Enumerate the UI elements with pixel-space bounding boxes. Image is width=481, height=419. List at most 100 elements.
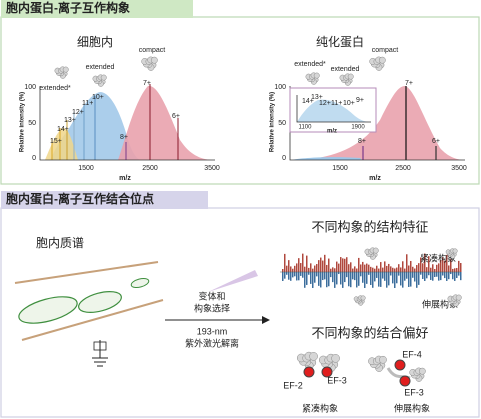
section-title: 不同构象的结合偏好 [311, 325, 428, 340]
bar [426, 272, 428, 279]
bar [398, 272, 400, 276]
axes [39, 86, 215, 161]
bar [454, 268, 456, 272]
bar [422, 263, 424, 272]
bar [302, 272, 304, 278]
bar [400, 272, 402, 286]
bar [418, 272, 420, 285]
bar [454, 272, 456, 281]
ms-label: 胞内质谱 [36, 236, 84, 250]
bar [394, 268, 396, 272]
protein-blob [309, 352, 318, 361]
ion [399, 375, 411, 387]
bar [288, 260, 290, 272]
bar [390, 272, 392, 276]
binding-label: 伸展构象 [394, 402, 430, 413]
y-tick-label: 100 [24, 84, 36, 91]
ion [303, 366, 315, 378]
bar [378, 268, 380, 272]
bar [314, 272, 316, 283]
charge-label: 13+ [64, 117, 76, 124]
bar [404, 272, 406, 281]
bar [352, 268, 354, 272]
compact-peak [118, 85, 212, 160]
arrow-head [262, 316, 270, 324]
charge-label: 7+ [405, 80, 413, 87]
bar [408, 272, 410, 287]
bar [428, 256, 430, 272]
cell [18, 296, 78, 324]
bar [450, 259, 452, 272]
protein-blob [372, 247, 379, 254]
bar [286, 272, 288, 275]
structure-label: 伸展构象 [422, 298, 458, 309]
bar [342, 258, 344, 272]
x-tick-label: 1500 [332, 165, 348, 172]
bar [304, 272, 306, 288]
arrow-label: 构象选择 [194, 302, 230, 313]
bottom-header: 胞内蛋白-离子互作结合位点 [6, 191, 154, 206]
bar [336, 261, 338, 272]
bar [288, 272, 290, 280]
bar [410, 272, 412, 287]
charge-label: 10+ [92, 94, 104, 101]
bar [460, 263, 462, 272]
bottom-panel [0, 207, 480, 418]
bar [438, 263, 440, 272]
charge-label: 11+ [82, 100, 93, 107]
bar [358, 257, 360, 272]
bar [406, 272, 408, 279]
inset-axes [296, 95, 371, 123]
bar [286, 265, 288, 272]
bar [372, 267, 374, 272]
spectrum-title: 细胞内 [77, 35, 113, 49]
bar [296, 263, 298, 272]
bar [334, 272, 336, 288]
bar [406, 254, 408, 272]
bar [312, 272, 314, 288]
x-axis-label: m/z [119, 175, 131, 182]
y-tick-label: 100 [274, 84, 286, 91]
bar [292, 268, 294, 272]
bar [284, 253, 286, 272]
site-label: EF-3 [404, 387, 424, 397]
bar [446, 272, 448, 281]
bar [430, 267, 432, 272]
x-tick-label: 3500 [451, 165, 467, 172]
bar [362, 272, 364, 283]
annotation: compact [139, 47, 166, 54]
bar [420, 257, 422, 272]
charge-label: 11+ [331, 100, 342, 107]
bar [338, 272, 340, 275]
bar [444, 260, 446, 272]
y-axis-label: Relative intensity (%) [270, 92, 276, 152]
y-tick-label: 0 [32, 155, 36, 162]
x-tick-label: 1900 [351, 125, 365, 131]
section-title: 不同构象的结构特征 [311, 219, 428, 234]
bar [422, 272, 424, 279]
charge-label: 14+ [57, 126, 69, 133]
charge-label: 14+ [302, 98, 314, 105]
bar [396, 272, 398, 284]
protein-blob [418, 367, 426, 375]
charge-label: 6+ [172, 113, 180, 120]
bar [416, 272, 418, 288]
annotation: compact [372, 47, 399, 54]
bar [414, 272, 416, 282]
bar [316, 264, 318, 272]
compact-peak [300, 86, 462, 160]
bar [326, 272, 328, 288]
bar [300, 272, 302, 276]
bar [436, 264, 438, 272]
bar [346, 272, 348, 278]
bar [378, 272, 380, 287]
protein-blob [100, 74, 107, 81]
bar [332, 267, 334, 272]
bar [336, 272, 338, 285]
spikes [362, 86, 437, 160]
bar [430, 272, 432, 280]
charge-label: 9+ [356, 97, 364, 104]
bar [318, 272, 320, 286]
bar [330, 272, 332, 278]
